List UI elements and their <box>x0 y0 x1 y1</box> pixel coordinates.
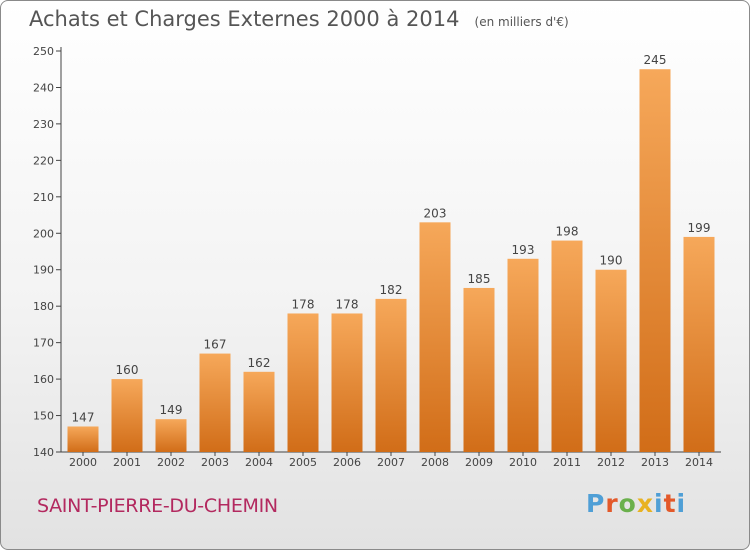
y-tick-label: 190 <box>33 264 54 277</box>
bar-2005 <box>287 313 319 452</box>
chart-header: Achats et Charges Externes 2000 à 2014 (… <box>29 7 569 31</box>
bar-2008 <box>419 222 451 452</box>
data-label: 149 <box>160 403 183 417</box>
y-tick-label: 240 <box>33 81 54 94</box>
data-label: 185 <box>468 272 491 286</box>
y-tick-label: 230 <box>33 118 54 131</box>
data-label: 178 <box>292 297 315 311</box>
data-label: 182 <box>380 283 403 297</box>
x-tick-label: 2013 <box>641 456 669 469</box>
data-label: 190 <box>600 254 623 268</box>
x-tick-label: 2011 <box>553 456 581 469</box>
x-tick-label: 2003 <box>201 456 229 469</box>
commune-name: SAINT-PIERRE-DU-CHEMIN <box>37 495 278 517</box>
y-tick-label: 210 <box>33 191 54 204</box>
bar-2006 <box>331 313 363 452</box>
x-tick-label: 2002 <box>157 456 185 469</box>
bar-2003 <box>199 353 231 452</box>
bar-2002 <box>155 419 187 452</box>
y-tick-label: 160 <box>33 373 54 386</box>
x-tick-label: 2014 <box>685 456 713 469</box>
bar-2009 <box>463 287 495 452</box>
bar-2011 <box>551 240 583 452</box>
data-label: 178 <box>336 297 359 311</box>
x-tick-label: 2004 <box>245 456 273 469</box>
y-tick-label: 220 <box>33 154 54 167</box>
data-label: 162 <box>248 356 271 370</box>
data-label: 198 <box>556 225 579 239</box>
bar-2013 <box>639 69 671 453</box>
bars: 147 160 149 167 162 178 178 182 203 185 193 198 190 2… <box>67 53 715 453</box>
data-label: 193 <box>512 243 535 257</box>
x-tick-label: 2008 <box>421 456 449 469</box>
y-tick-label: 170 <box>33 337 54 350</box>
x-tick-label: 2010 <box>509 456 537 469</box>
x-tick-label: 2012 <box>597 456 625 469</box>
y-tick-label: 150 <box>33 410 54 423</box>
bar-2000 <box>67 426 99 452</box>
x-tick-label: 2009 <box>465 456 493 469</box>
data-label: 199 <box>688 221 711 235</box>
y-tick-label: 140 <box>33 446 54 459</box>
bar-2010 <box>507 258 539 452</box>
x-tick-label: 2001 <box>113 456 141 469</box>
bar-2007 <box>375 298 407 452</box>
x-tick-label: 2007 <box>377 456 405 469</box>
chart-title: Achats et Charges Externes 2000 à 2014 <box>29 7 460 31</box>
data-label: 147 <box>72 410 95 424</box>
bar-2012 <box>595 269 627 452</box>
y-tick-label: 180 <box>33 300 54 313</box>
y-tick-label: 200 <box>33 227 54 240</box>
x-tick-label: 2006 <box>333 456 361 469</box>
data-label: 167 <box>204 338 227 352</box>
proxiti-logo: Proxiti <box>586 489 687 518</box>
data-label: 203 <box>424 206 447 220</box>
bar-2004 <box>243 371 275 452</box>
x-tick-label: 2005 <box>289 456 317 469</box>
x-tick-label: 2000 <box>69 456 97 469</box>
axes: 140 150 160 170 180 190 200 210 220 230 240 250 2000… <box>33 45 721 469</box>
data-label: 160 <box>116 363 139 377</box>
bar-2001 <box>111 379 143 452</box>
y-tick-label: 250 <box>33 45 54 58</box>
bar-2014 <box>683 236 715 452</box>
chart-unit: (en milliers d'€) <box>474 15 569 29</box>
data-label: 245 <box>644 53 667 67</box>
